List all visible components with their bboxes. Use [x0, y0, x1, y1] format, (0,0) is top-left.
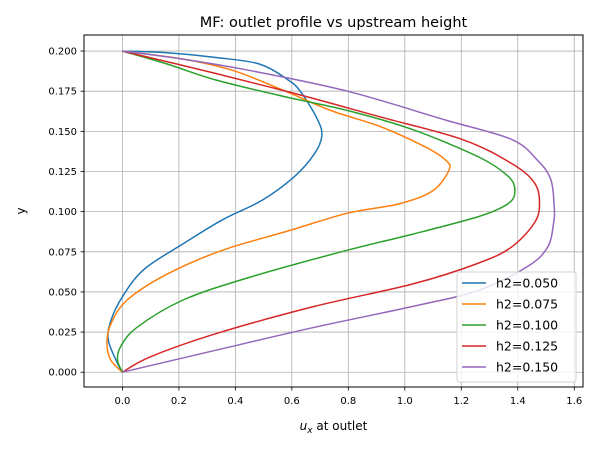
x-tick-label: 0.4 [227, 396, 243, 407]
y-tick-label: 0.000 [48, 368, 77, 379]
x-axis-label: ux at outlet [300, 419, 368, 436]
x-tick-label: 0.0 [114, 396, 130, 407]
y-tick-label: 0.175 [48, 87, 77, 98]
y-tick-label: 0.050 [48, 287, 77, 298]
legend-label: h2=0.125 [496, 339, 558, 354]
x-tick-label: 1.2 [453, 396, 469, 407]
series-line-h2=0.150 [122, 50, 556, 373]
x-axis-label-base: u [300, 419, 308, 433]
grid [84, 35, 583, 387]
y-tick-label: 0.125 [48, 167, 77, 178]
y-tick-label: 0.200 [48, 47, 77, 58]
x-tick-label: 1.4 [510, 396, 526, 407]
x-tick-label: 0.8 [340, 396, 356, 407]
x-tick-label: 0.2 [171, 396, 187, 407]
x-tick-label: 1.0 [397, 396, 413, 407]
legend-box [456, 271, 577, 383]
x-tick-label: 0.6 [284, 396, 300, 407]
series-line-h2=0.125 [122, 50, 541, 373]
y-tick-label: 0.025 [48, 328, 77, 339]
chart-title: MF: outlet profile vs upstream height [200, 15, 468, 31]
x-axis-label-sub: x [306, 426, 313, 436]
series-line-h2=0.050 [107, 50, 323, 373]
legend-label: h2=0.050 [496, 276, 558, 291]
series-line-h2=0.100 [116, 50, 516, 373]
y-axis-label: y [14, 207, 28, 214]
plot-frame [83, 34, 584, 388]
x-tick-label: 1.6 [566, 396, 582, 407]
legend: h2=0.050 h2=0.075 h2=0.100 h2=0.125 h2=0.150 [456, 271, 577, 383]
y-tick-label: 0.150 [48, 127, 77, 138]
y-tick-label: 0.075 [48, 247, 77, 258]
x-ticks: 0.0 0.2 0.4 0.6 0.8 1.0 1.2 1.4 1.6 [114, 387, 582, 407]
legend-label: h2=0.100 [496, 318, 558, 333]
series-group [106, 50, 556, 373]
legend-label: h2=0.150 [496, 360, 558, 375]
x-axis-label-rest: at outlet [313, 419, 368, 433]
legend-label: h2=0.075 [496, 297, 558, 312]
y-ticks: 0.000 0.025 0.050 0.075 0.100 0.125 0.150 0.175… [48, 47, 84, 379]
y-tick-label: 0.100 [48, 207, 77, 218]
